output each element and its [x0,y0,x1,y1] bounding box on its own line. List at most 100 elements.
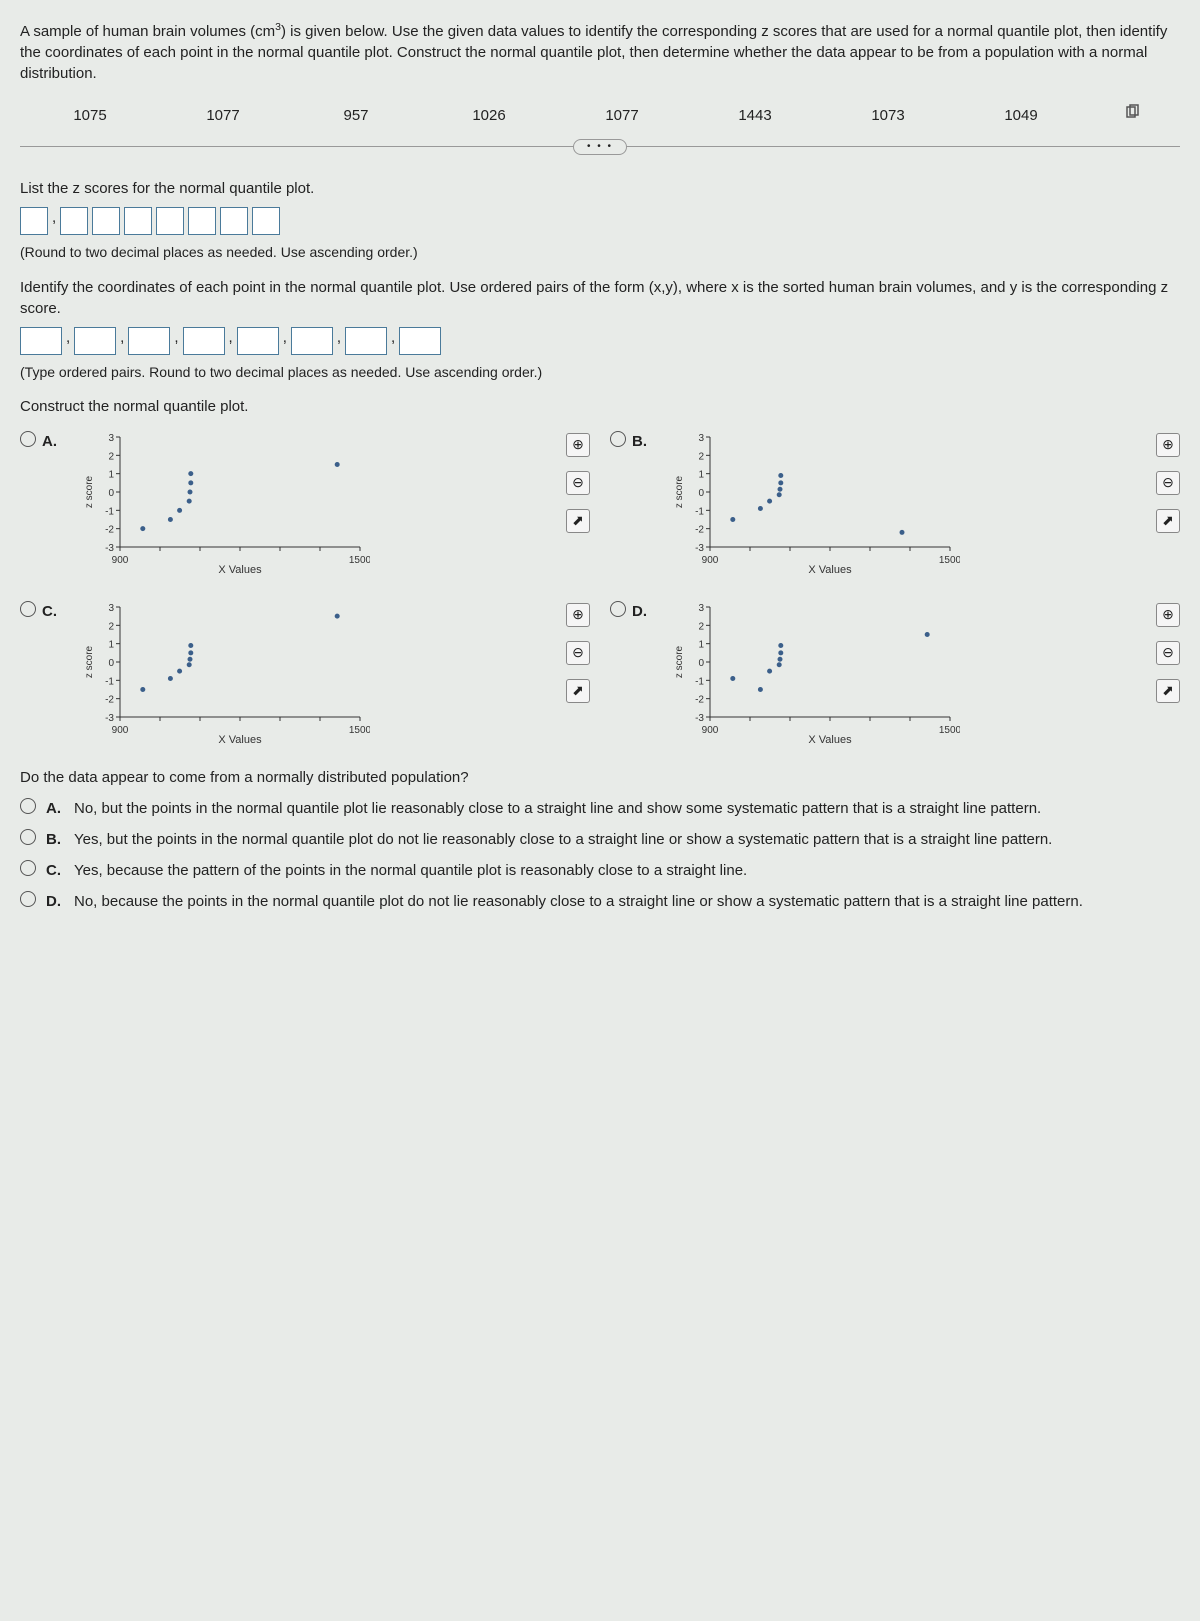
zoom-out-icon[interactable]: ⊖ [566,641,590,665]
svg-text:1: 1 [108,470,114,481]
svg-text:0: 0 [108,658,114,669]
svg-text:1: 1 [108,640,114,651]
svg-text:z score: z score [84,476,95,509]
svg-text:X Values: X Values [218,734,262,746]
svg-text:1: 1 [698,640,704,651]
mc-radio[interactable] [20,829,36,845]
z-input[interactable] [252,207,280,235]
svg-text:2: 2 [108,452,114,463]
coord-input[interactable] [291,327,333,355]
open-external-icon[interactable]: ⬈ [566,679,590,703]
svg-text:3: 3 [108,433,114,444]
svg-text:0: 0 [698,488,704,499]
separator-dots: • • • [573,139,627,155]
svg-text:2: 2 [698,452,704,463]
coord-input[interactable] [237,327,279,355]
coord-input[interactable] [399,327,441,355]
open-external-icon[interactable]: ⬈ [1156,679,1180,703]
svg-text:3: 3 [698,433,704,444]
z-input[interactable] [20,207,48,235]
svg-text:-3: -3 [105,713,114,724]
svg-text:-2: -2 [695,525,704,536]
mc-letter: A. [46,798,64,819]
svg-text:0: 0 [108,488,114,499]
data-value: 1443 [725,105,785,126]
data-value: 1077 [592,105,652,126]
plot-radio[interactable] [610,431,626,447]
z-score-inputs: , [20,207,1180,235]
plot-radio[interactable] [20,431,36,447]
svg-text:-2: -2 [695,695,704,706]
coord-input[interactable] [20,327,62,355]
svg-text:X Values: X Values [218,564,262,576]
svg-text:900: 900 [702,725,719,736]
coord-inputs: , , , , , , , [20,327,1180,355]
z-input[interactable] [220,207,248,235]
svg-text:-3: -3 [695,543,704,554]
data-value: 1075 [60,105,120,126]
coord-input[interactable] [74,327,116,355]
data-value: 1073 [858,105,918,126]
zoom-in-icon[interactable]: ⊕ [1156,603,1180,627]
z-scores-prompt: List the z scores for the normal quantil… [20,178,1180,199]
z-input[interactable] [156,207,184,235]
mc-letter: D. [46,891,64,912]
copy-icon[interactable] [1124,104,1140,126]
coord-input[interactable] [345,327,387,355]
coord-input[interactable] [183,327,225,355]
svg-text:2: 2 [108,622,114,633]
svg-text:3: 3 [698,603,704,614]
svg-text:1500: 1500 [939,555,960,566]
svg-text:900: 900 [702,555,719,566]
zoom-in-icon[interactable]: ⊕ [566,433,590,457]
zoom-in-icon[interactable]: ⊕ [1156,433,1180,457]
svg-text:z score: z score [674,476,685,509]
zoom-out-icon[interactable]: ⊖ [1156,471,1180,495]
open-external-icon[interactable]: ⬈ [1156,509,1180,533]
open-external-icon[interactable]: ⬈ [566,509,590,533]
svg-text:-1: -1 [695,507,704,518]
z-input[interactable] [92,207,120,235]
quantile-plot: -3-2-101239001500z scoreX Values [80,597,370,747]
svg-text:3: 3 [108,603,114,614]
normal-question: Do the data appear to come from a normal… [20,767,1180,788]
svg-text:-2: -2 [105,525,114,536]
svg-text:-3: -3 [695,713,704,724]
data-value: 957 [326,105,386,126]
svg-text:1500: 1500 [349,725,370,736]
svg-text:1500: 1500 [349,555,370,566]
z-input[interactable] [124,207,152,235]
mc-text: Yes, but the points in the normal quanti… [74,829,1180,850]
plot-option-letter: C. [42,601,57,622]
mc-text: Yes, because the pattern of the points i… [74,860,1180,881]
plot-radio[interactable] [20,601,36,617]
data-value: 1049 [991,105,1051,126]
z-input[interactable] [60,207,88,235]
svg-text:-1: -1 [695,677,704,688]
zoom-out-icon[interactable]: ⊖ [1156,641,1180,665]
hint-text: (Type ordered pairs. Round to two decima… [20,363,1180,383]
svg-text:-1: -1 [105,507,114,518]
data-value: 1077 [193,105,253,126]
hint-text: (Round to two decimal places as needed. … [20,243,1180,263]
quantile-plot: -3-2-101239001500z scoreX Values [670,427,960,577]
mc-radio[interactable] [20,891,36,907]
svg-text:z score: z score [84,646,95,679]
quantile-plot: -3-2-101239001500z scoreX Values [670,597,960,747]
mc-radio[interactable] [20,798,36,814]
mc-text: No, because the points in the normal qua… [74,891,1180,912]
plot-option-letter: B. [632,431,647,452]
zoom-in-icon[interactable]: ⊕ [566,603,590,627]
z-input[interactable] [188,207,216,235]
svg-text:0: 0 [698,658,704,669]
coords-prompt: Identify the coordinates of each point i… [20,277,1180,319]
zoom-out-icon[interactable]: ⊖ [566,471,590,495]
plot-radio[interactable] [610,601,626,617]
data-value: 1026 [459,105,519,126]
coord-input[interactable] [128,327,170,355]
mc-radio[interactable] [20,860,36,876]
svg-text:900: 900 [112,555,129,566]
mc-text: No, but the points in the normal quantil… [74,798,1180,819]
svg-text:1: 1 [698,470,704,481]
construct-prompt: Construct the normal quantile plot. [20,396,1180,417]
